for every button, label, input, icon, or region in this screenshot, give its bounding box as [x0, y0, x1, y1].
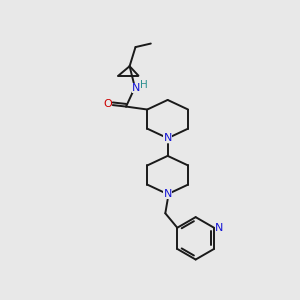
Text: N: N	[164, 133, 172, 143]
Text: N: N	[132, 83, 141, 93]
Text: N: N	[164, 189, 172, 199]
Text: H: H	[140, 80, 148, 90]
Text: N: N	[215, 223, 224, 233]
Text: O: O	[103, 99, 112, 109]
